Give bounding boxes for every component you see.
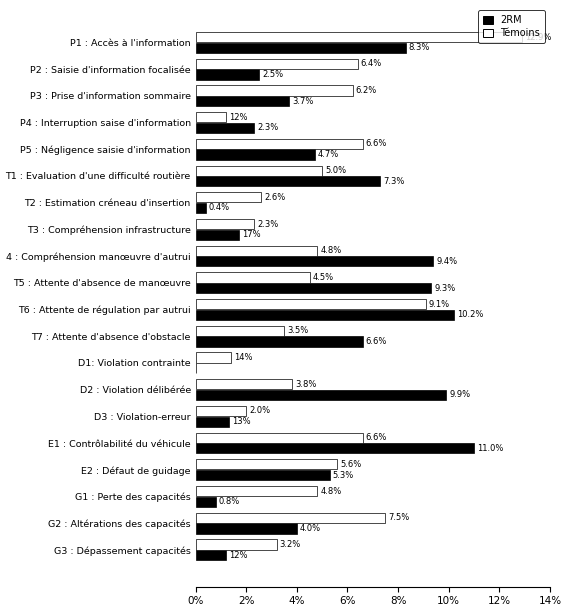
Bar	[196, 245, 317, 256]
Text: 12.9%: 12.9%	[525, 32, 552, 42]
Text: 11.0%: 11.0%	[477, 444, 503, 453]
Bar	[196, 192, 261, 203]
Bar	[196, 497, 216, 507]
Text: 2.3%: 2.3%	[257, 220, 278, 228]
Text: 2.5%: 2.5%	[262, 70, 283, 79]
Bar	[196, 96, 289, 106]
Bar	[196, 513, 386, 523]
Text: 5.3%: 5.3%	[333, 471, 354, 480]
Bar	[196, 353, 231, 363]
Text: 12%: 12%	[229, 113, 248, 122]
Bar	[196, 486, 317, 496]
Text: 12%: 12%	[229, 551, 248, 560]
Legend: 2RM, Témoins: 2RM, Témoins	[478, 10, 545, 43]
Bar	[196, 86, 353, 95]
Text: 4.8%: 4.8%	[320, 487, 341, 496]
Bar	[196, 337, 363, 346]
Bar	[196, 310, 454, 320]
Bar	[196, 176, 380, 187]
Text: 9.9%: 9.9%	[449, 390, 470, 400]
Text: 6.2%: 6.2%	[356, 86, 377, 95]
Text: 9.1%: 9.1%	[429, 300, 450, 308]
Text: 2.3%: 2.3%	[257, 124, 278, 132]
Text: 2.6%: 2.6%	[264, 193, 286, 202]
Text: 9.3%: 9.3%	[434, 283, 455, 293]
Text: 14%: 14%	[234, 353, 253, 362]
Bar	[196, 149, 315, 160]
Bar	[196, 299, 426, 309]
Text: 3.7%: 3.7%	[293, 97, 314, 106]
Bar	[196, 539, 277, 550]
Bar	[196, 69, 259, 80]
Bar	[196, 406, 246, 416]
Bar	[196, 230, 239, 240]
Bar	[196, 283, 431, 293]
Text: 7.5%: 7.5%	[388, 513, 410, 522]
Bar	[196, 379, 292, 389]
Text: 0.4%: 0.4%	[209, 204, 230, 212]
Text: 5.6%: 5.6%	[340, 460, 362, 469]
Bar	[196, 256, 434, 266]
Bar	[196, 165, 322, 176]
Bar	[196, 272, 310, 283]
Bar	[196, 203, 206, 213]
Text: 3.2%: 3.2%	[280, 540, 301, 549]
Bar	[196, 460, 337, 469]
Text: 4.8%: 4.8%	[320, 246, 341, 255]
Bar	[196, 390, 446, 400]
Bar	[196, 470, 330, 480]
Text: 4.7%: 4.7%	[318, 150, 339, 159]
Text: 2.0%: 2.0%	[249, 406, 270, 416]
Text: 6.4%: 6.4%	[361, 59, 382, 69]
Text: 6.6%: 6.6%	[366, 337, 387, 346]
Text: 10.2%: 10.2%	[457, 310, 483, 319]
Text: 9.4%: 9.4%	[437, 257, 458, 266]
Bar	[196, 43, 405, 53]
Text: 5.0%: 5.0%	[325, 166, 346, 175]
Text: 13%: 13%	[231, 417, 250, 426]
Text: 6.6%: 6.6%	[366, 433, 387, 442]
Text: 7.3%: 7.3%	[383, 177, 405, 186]
Bar	[196, 219, 254, 229]
Text: 3.8%: 3.8%	[295, 380, 316, 389]
Bar	[196, 433, 363, 442]
Bar	[196, 123, 254, 133]
Bar	[196, 139, 363, 149]
Text: 4.0%: 4.0%	[300, 524, 321, 533]
Text: 6.6%: 6.6%	[366, 140, 387, 148]
Bar	[196, 550, 226, 561]
Bar	[196, 112, 226, 122]
Bar	[196, 326, 284, 336]
Bar	[196, 59, 358, 69]
Text: 17%: 17%	[242, 230, 260, 239]
Text: 4.5%: 4.5%	[312, 273, 334, 282]
Bar	[196, 417, 229, 427]
Bar	[196, 523, 297, 534]
Bar	[196, 443, 474, 453]
Text: 8.3%: 8.3%	[409, 43, 430, 52]
Text: 0.8%: 0.8%	[219, 498, 240, 506]
Bar	[196, 32, 522, 42]
Text: 3.5%: 3.5%	[287, 326, 308, 335]
